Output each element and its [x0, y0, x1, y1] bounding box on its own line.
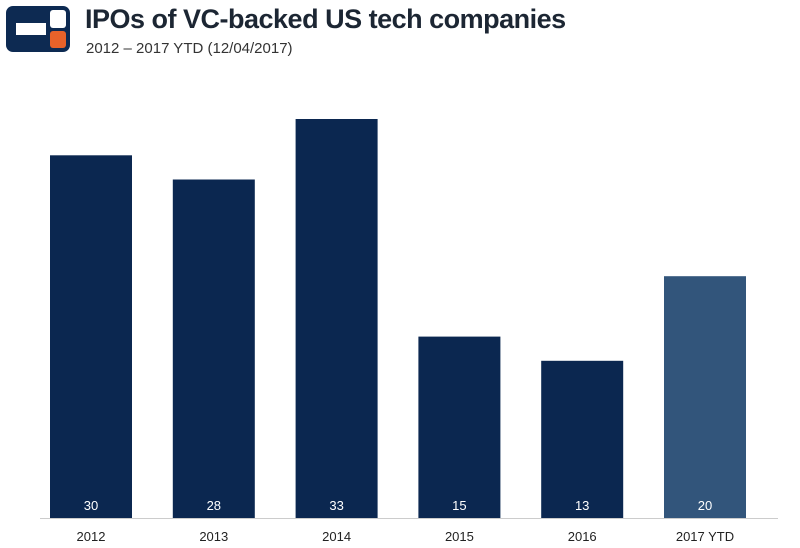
- value-label: 30: [84, 498, 98, 513]
- logo-notch: [16, 23, 46, 35]
- cb-insights-logo-icon: [6, 6, 70, 52]
- bar-2013: [172, 179, 255, 518]
- chart-subtitle: 2012 – 2017 YTD (12/04/2017): [86, 40, 293, 57]
- value-label: 15: [452, 498, 466, 513]
- logo-top-square: [50, 10, 66, 28]
- category-label: 2013: [199, 529, 228, 544]
- logo-accent-square: [50, 31, 66, 48]
- category-label: 2015: [445, 529, 474, 544]
- value-label: 20: [698, 498, 712, 513]
- category-label: 2017 YTD: [676, 529, 734, 544]
- bar-2015: [418, 336, 501, 518]
- value-label: 28: [207, 498, 221, 513]
- value-label: 33: [329, 498, 343, 513]
- category-label: 2016: [568, 529, 597, 544]
- value-label: 13: [575, 498, 589, 513]
- bar-2017-ytd: [664, 276, 746, 518]
- bar-2016: [541, 360, 624, 518]
- chart-title: IPOs of VC-backed US tech companies: [85, 4, 566, 34]
- bar-2014: [295, 119, 378, 518]
- bar-2012: [50, 155, 132, 519]
- category-label: 2012: [77, 529, 106, 544]
- category-label: 2014: [322, 529, 351, 544]
